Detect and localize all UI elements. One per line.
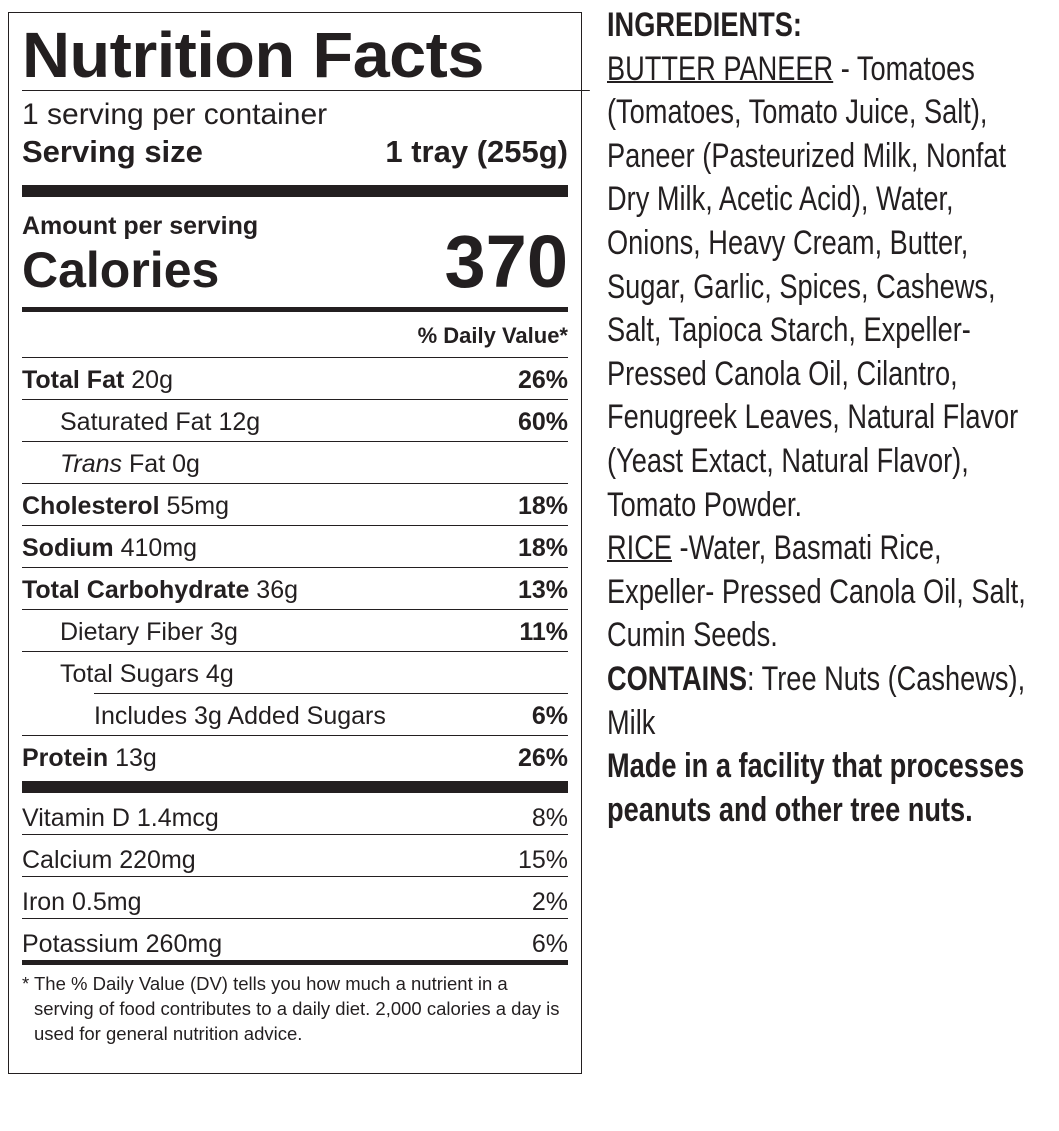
vitamin-dv: 6% <box>531 930 568 958</box>
vitamin-name: Vitamin D 1.4mcg <box>22 804 219 832</box>
nutrient-amount: 4g <box>205 660 234 688</box>
nutrient-dv: 18% <box>517 534 568 562</box>
nutrient-row: Dietary Fiber 3g 11% <box>22 609 568 651</box>
nutrient-row: Includes 3g Added Sugars 6% <box>94 693 568 735</box>
servings: 1 serving per container <box>22 98 328 131</box>
footnote: The % Daily Value (DV) tells you how muc… <box>34 973 560 1044</box>
nutrient-name: Total Fat <box>22 366 125 394</box>
section-text: - Tomatoes (Tomatoes, Tomato Juice, Salt… <box>607 49 1019 524</box>
nutrient-amount: Fat 0g <box>129 450 200 478</box>
ingredients: INGREDIENTS: BUTTER PANEER - Tomatoes (T… <box>607 4 1051 832</box>
calories-row: Calories 370 <box>22 225 568 299</box>
nutrient-amount: 13g <box>115 744 157 772</box>
nutrient-row: Trans Fat 0g <box>22 441 568 483</box>
nutrient-name: Cholesterol <box>22 492 160 520</box>
divider <box>22 307 568 312</box>
nutrient-name: Total Sugars <box>60 660 199 688</box>
section-name: RICE <box>607 529 672 568</box>
nutrient-name: Total Carbohydrate <box>22 576 250 604</box>
vitamin-row: Calcium 220mg 15% <box>22 835 568 877</box>
nutrient-name: Sodium <box>22 534 114 562</box>
nutrient-amount: 3g <box>210 618 238 646</box>
vitamin-row: Potassium 260mg 6% <box>22 919 568 960</box>
nutrient-amount: 36g <box>256 576 299 604</box>
label-title: Nutrition Facts <box>22 13 590 91</box>
section-name: BUTTER PANEER <box>607 49 834 88</box>
nutrient-amount: 410mg <box>120 534 198 562</box>
contains: CONTAINS: Tree Nuts (Cashews), Milk <box>607 658 1051 745</box>
amount-per-serving: Amount per serving <box>22 212 259 240</box>
section-text: -Water, Basmati Rice, Expeller- Pressed … <box>607 529 1026 655</box>
nutrient-row: Total Fat 20g 26% <box>22 357 568 399</box>
nutrient-dv: 60% <box>517 408 568 436</box>
ingredient-section: RICE -Water, Basmati Rice, Expeller- Pre… <box>607 527 1051 658</box>
nutrient-name: Dietary Fiber <box>60 618 204 646</box>
divider <box>22 781 568 793</box>
nutrient-dv: 26% <box>517 366 568 394</box>
nutrient-row: Sodium 410mg 18% <box>22 525 568 567</box>
calories: 370 <box>444 220 568 303</box>
vitamin-row: Vitamin D 1.4mcg 8% <box>22 793 568 835</box>
nutrient-dv: 13% <box>517 576 568 604</box>
nutrient-dv: 18% <box>517 492 568 520</box>
nutrient-amount: 12g <box>218 408 261 436</box>
contains-label: CONTAINS <box>607 659 748 698</box>
nutrient-amount: 20g <box>131 366 173 394</box>
nutrient-dv: 6% <box>531 702 568 730</box>
nutrient-name: Protein <box>22 744 109 772</box>
facility-note: Made in a facility that processes peanut… <box>607 747 1025 829</box>
nutrient-row: Cholesterol 55mg 18% <box>22 483 568 525</box>
vitamin-name: Calcium 220mg <box>22 846 196 874</box>
dv-header: % Daily Value* <box>417 323 568 348</box>
vitamin-dv: 8% <box>531 804 568 832</box>
serving-size-label: Serving size <box>22 134 203 169</box>
nutrient-name: Saturated Fat <box>60 408 212 436</box>
nutrition-label: Nutrition Facts 1 serving per container … <box>8 12 590 1074</box>
ingredient-section: BUTTER PANEER - Tomatoes (Tomatoes, Toma… <box>607 48 1051 528</box>
serving-size-row: Serving size 1 tray (255g) <box>22 133 568 173</box>
vitamin-row: Iron 0.5mg 2% <box>22 877 568 919</box>
nutrient-amount: 55mg <box>166 492 230 520</box>
vitamin-name: Potassium 260mg <box>22 930 223 958</box>
contains-text: : Tree Nuts (Cashews), Milk <box>607 659 1026 742</box>
vitamin-name: Iron 0.5mg <box>22 888 142 916</box>
nutrient-row: Protein 13g 26% <box>22 735 568 777</box>
nutrient-name: Trans <box>60 450 123 478</box>
nutrient-dv: 11% <box>519 618 568 646</box>
vitamin-dv: 2% <box>531 888 568 916</box>
serving-size: 1 tray (255g) <box>385 134 568 169</box>
footnote-row: * The % Daily Value (DV) tells you how m… <box>22 971 568 1046</box>
nutrient-row: Saturated Fat 12g 60% <box>22 399 568 441</box>
nutrient-dv: 26% <box>517 744 568 772</box>
calories-label: Calories <box>22 242 220 298</box>
nutrient-row: Total Sugars 4g <box>22 651 568 693</box>
divider <box>22 960 568 965</box>
ingredients-heading: INGREDIENTS: <box>607 6 802 44</box>
vitamin-dv: 15% <box>517 846 568 874</box>
nutrient-row: Total Carbohydrate 36g 13% <box>22 567 568 609</box>
footnote-mark: * <box>22 973 30 994</box>
nutrient-name: Includes 3g Added Sugars <box>94 702 386 730</box>
divider <box>22 185 568 197</box>
